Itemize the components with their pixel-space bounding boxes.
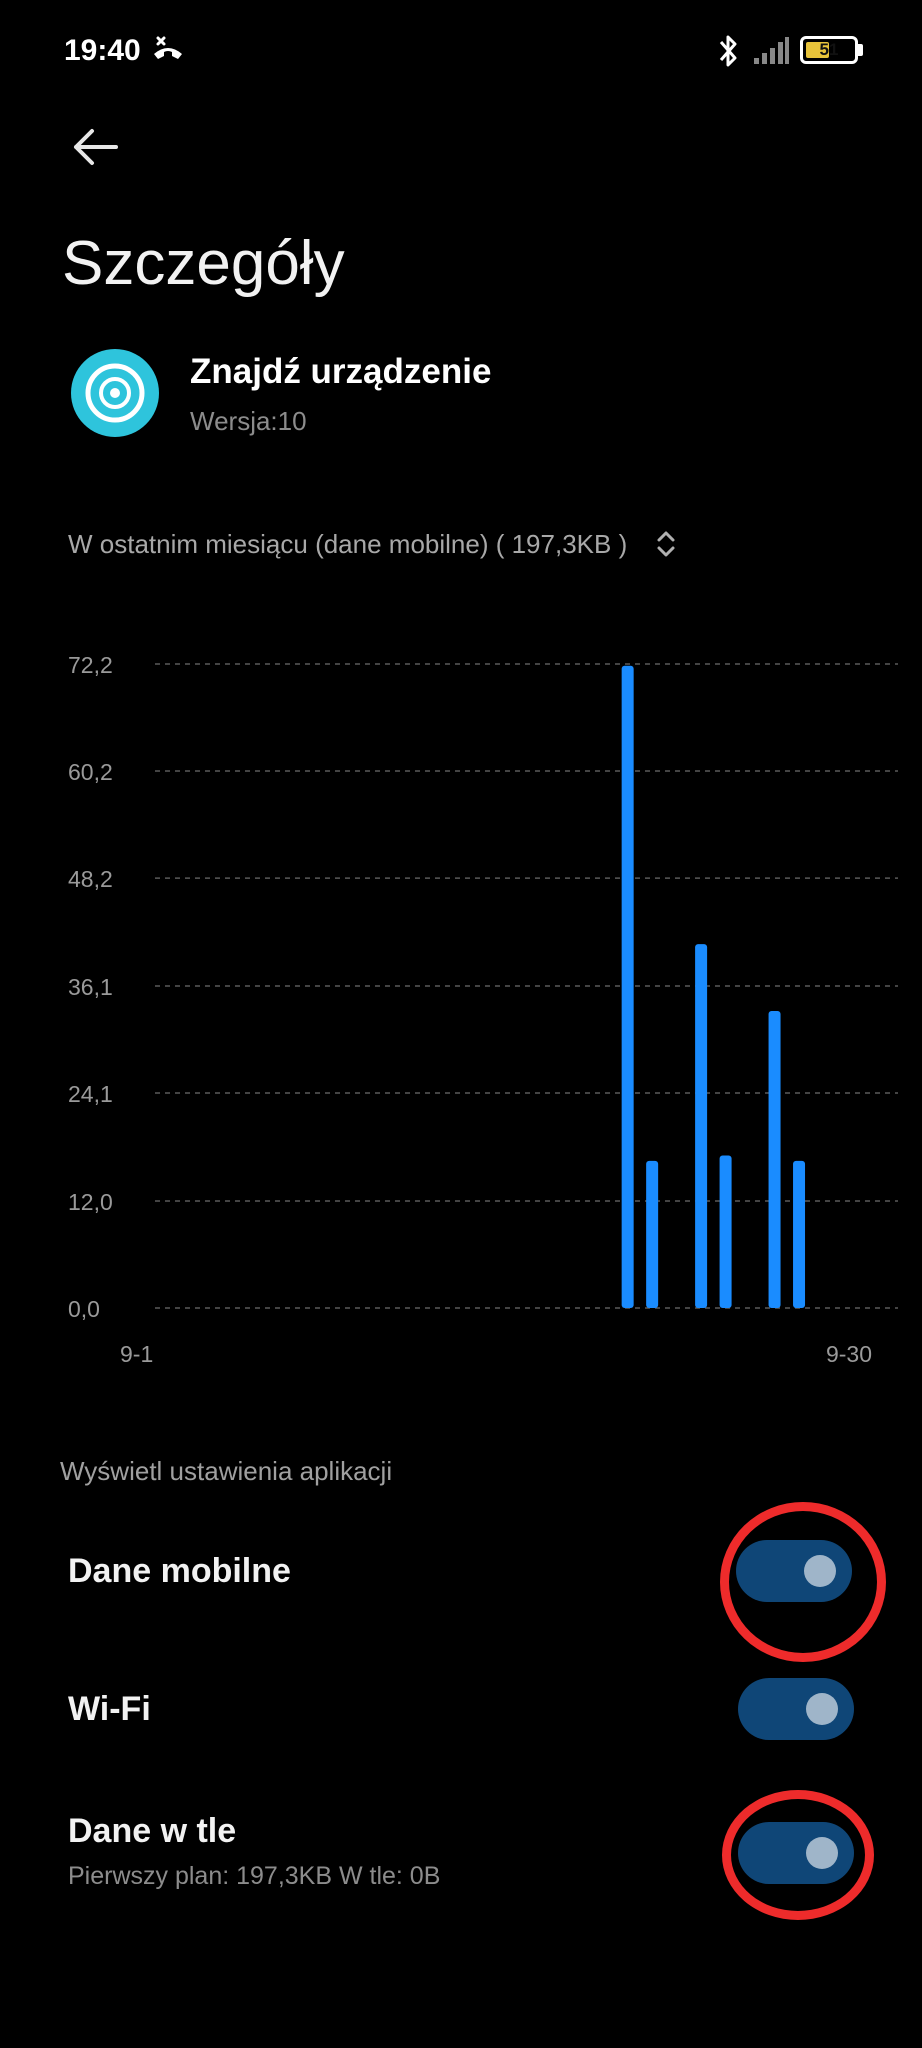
y-tick-label: 36,1: [68, 974, 113, 1000]
y-tick-label: 0,0: [68, 1296, 100, 1322]
chart-bar: [719, 1155, 732, 1308]
y-tick-label: 60,2: [68, 759, 113, 785]
period-text: W ostatnim miesiącu (dane mobilne) ( 197…: [68, 528, 628, 559]
chart-bar: [621, 665, 634, 1308]
status-time: 19:40: [64, 34, 141, 67]
y-tick-label: 24,1: [68, 1081, 113, 1107]
annotation-circle-mobile-data: [720, 1502, 886, 1662]
chart-bar: [793, 1160, 806, 1308]
wifi-toggle[interactable]: [738, 1678, 854, 1740]
battery-level-fill: [806, 42, 830, 58]
chart-bar: [695, 944, 708, 1308]
background-data-usage: Pierwszy plan: 197,3KB W tle: 0B: [68, 1862, 441, 1890]
chart-bar: [768, 1010, 781, 1308]
app-version: Wersja:10: [190, 406, 307, 436]
x-tick-label: 9-30: [826, 1341, 872, 1367]
y-tick-label: 72,2: [68, 652, 113, 678]
battery-tip: [858, 44, 863, 56]
battery-level-text: 51: [819, 40, 839, 59]
annotation-circle-background-data: [722, 1790, 874, 1920]
usage-chart: 0,0 12,0 24,1 36,1 48,2 60,2 72,2 9-1 9-30: [68, 652, 898, 1367]
unfold-chevron-icon: [657, 531, 675, 557]
back-arrow-icon[interactable]: [66, 118, 132, 176]
page-title: Szczegóły: [62, 229, 345, 298]
y-tick-label: 12,0: [68, 1189, 113, 1215]
toggle-knob: [806, 1693, 838, 1725]
call-forwarding-icon: [154, 36, 182, 59]
background-data-label: Dane w tle: [68, 1812, 237, 1850]
wifi-label: Wi-Fi: [68, 1690, 151, 1728]
mobile-data-label: Dane mobilne: [68, 1552, 291, 1590]
settings-section-header: Wyświetl ustawienia aplikacji: [60, 1456, 393, 1486]
period-selector[interactable]: W ostatnim miesiącu (dane mobilne) ( 197…: [68, 524, 677, 564]
chart-bar: [646, 1160, 659, 1308]
y-tick-label: 48,2: [68, 866, 113, 892]
signal-icon: [754, 37, 789, 64]
x-tick-label: 9-1: [120, 1341, 153, 1367]
bluetooth-icon: [719, 35, 737, 67]
target-icon: [71, 349, 159, 437]
battery-indicator: 51: [800, 36, 858, 64]
app-name: Znajdź urządzenie: [190, 352, 492, 391]
